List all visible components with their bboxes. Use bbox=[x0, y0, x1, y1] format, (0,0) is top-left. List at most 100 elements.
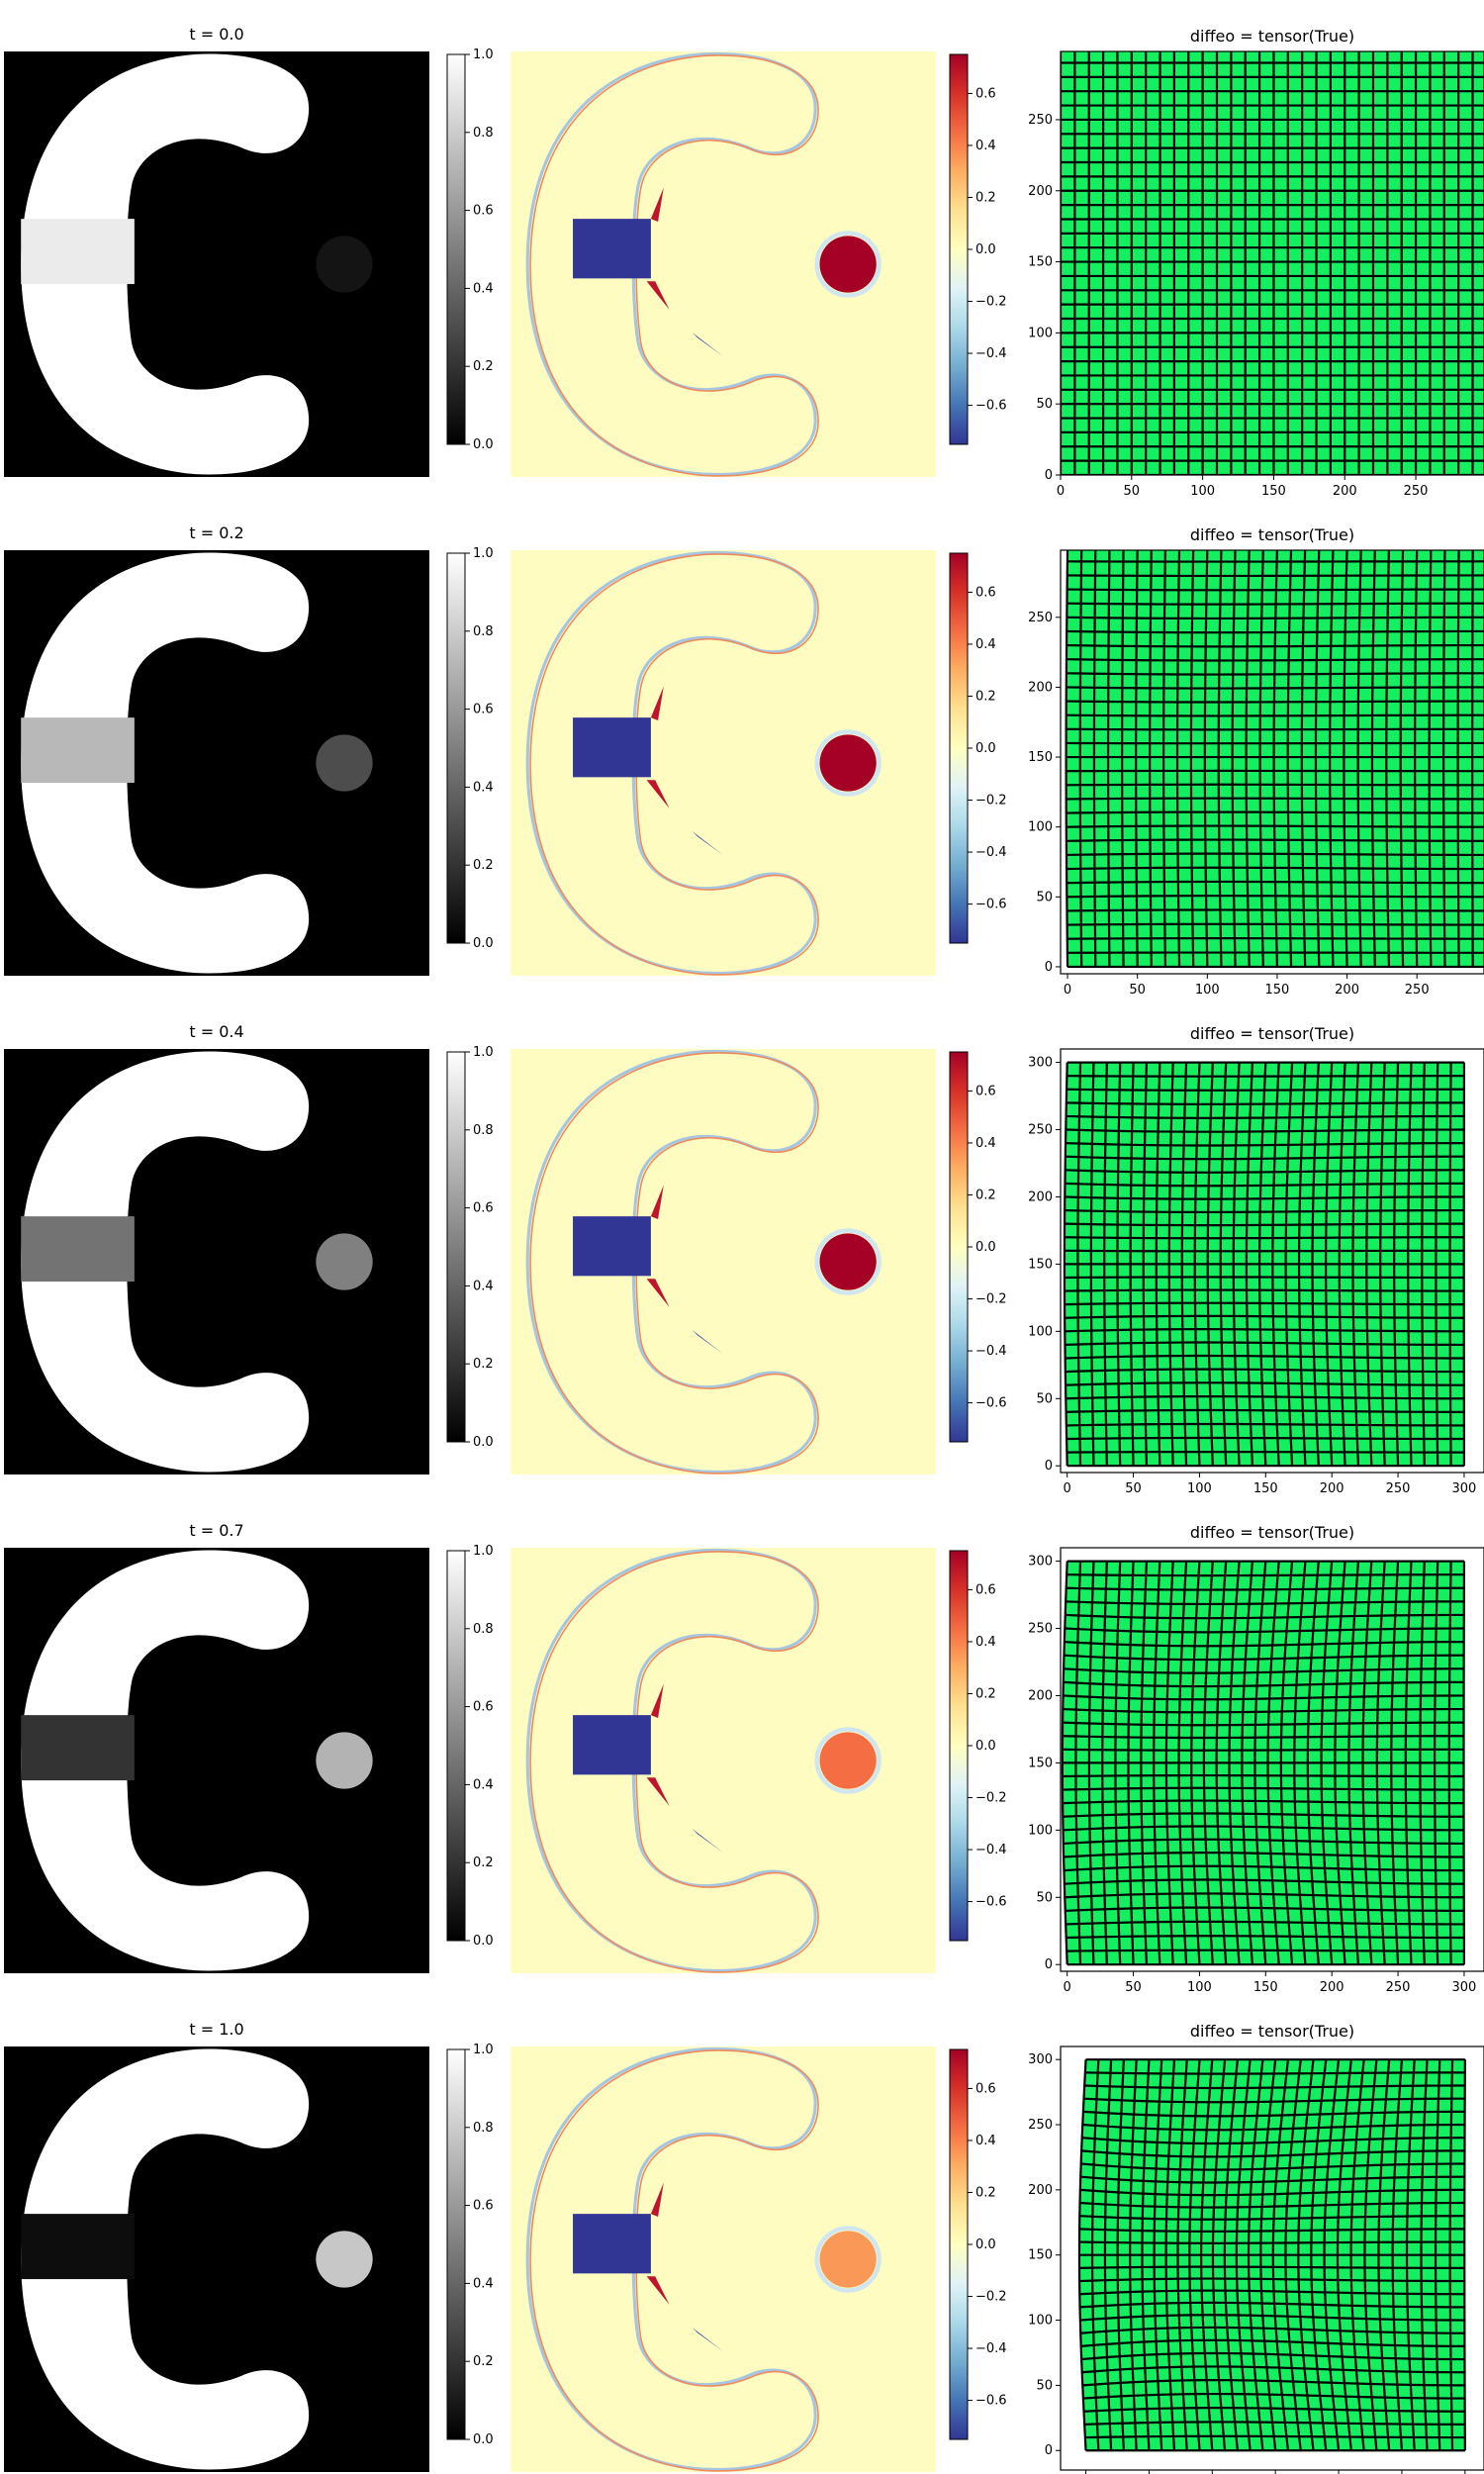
colorbar-tick-label: 0.0 bbox=[473, 437, 494, 452]
grid-line-vertical bbox=[1428, 550, 1433, 967]
colorbar-tick-label: −0.4 bbox=[975, 2341, 1007, 2356]
grid-line-vertical bbox=[1448, 1062, 1452, 1467]
grid-line-horizontal bbox=[1065, 1222, 1464, 1227]
colorbar-gray: 0.0 0.2 0.4 0.6 0.8 1.0 bbox=[446, 1544, 494, 1949]
row-title: t = 0.7 bbox=[189, 1521, 243, 1540]
colorbar-tick-label: 0.8 bbox=[473, 1622, 494, 1637]
y-tick-label: 100 bbox=[1028, 2314, 1053, 2329]
y-tick-label: 200 bbox=[1028, 1189, 1053, 1204]
colorbar-tick-label: −0.2 bbox=[975, 1791, 1007, 1806]
colorbar-tick-label: 0.2 bbox=[473, 359, 494, 374]
residual-contour-outer bbox=[525, 1049, 817, 1475]
bridge-bar bbox=[21, 1216, 135, 1283]
colorbar-gradient bbox=[949, 2048, 969, 2440]
row-title: t = 1.0 bbox=[189, 2020, 243, 2039]
axes-frame bbox=[1060, 1547, 1484, 1972]
colorbar-tick-label: −0.6 bbox=[975, 898, 1007, 912]
axes-frame bbox=[1060, 1048, 1484, 1474]
residual-contour-outer bbox=[525, 51, 817, 477]
residual-wedge-bottom bbox=[646, 281, 670, 310]
grid-line-vertical bbox=[1435, 1062, 1439, 1467]
bridge-bar bbox=[21, 717, 135, 784]
y-tick-label: 0 bbox=[1045, 468, 1053, 483]
grid-line-horizontal bbox=[1062, 1773, 1464, 1778]
residual-bar bbox=[573, 1216, 651, 1277]
grid-line-horizontal bbox=[1066, 1422, 1464, 1427]
colorbar-tick-label: 0.4 bbox=[975, 1136, 996, 1151]
row-title: t = 0.0 bbox=[189, 25, 243, 44]
bridge-bar bbox=[21, 1715, 135, 1781]
x-tick-label: 50 bbox=[1125, 1481, 1142, 1496]
grid-line-horizontal bbox=[1067, 629, 1484, 634]
disk-halo bbox=[814, 2226, 881, 2293]
figure-row: t = 0.2 0.0 0.2 0.4 0.6 0.8 1.0 0.6 0.4 0.2 0.0 −0.… bbox=[4, 523, 1484, 998]
residual-bar bbox=[573, 219, 651, 279]
residual-bar bbox=[573, 1715, 651, 1775]
colorbar-gray: 0.0 0.2 0.4 0.6 0.8 1.0 bbox=[446, 546, 494, 951]
colorbar-gradient bbox=[446, 53, 466, 445]
grid-line-vertical bbox=[1419, 1561, 1426, 1965]
grid-line-vertical bbox=[1447, 1561, 1452, 1965]
grid-line-horizontal bbox=[1067, 1573, 1464, 1577]
residual-disk bbox=[819, 236, 877, 293]
colorbar-tick-label: 0.6 bbox=[473, 204, 494, 219]
row-title: t = 0.4 bbox=[189, 1022, 243, 1041]
x-tick-label: 0 bbox=[1057, 484, 1065, 499]
y-tick-label: 100 bbox=[1028, 1324, 1053, 1339]
colorbar-residual: 0.6 0.4 0.2 0.0 −0.2 −0.4 −0.6 bbox=[949, 1051, 1007, 1443]
colorbar-tick-label: 0.8 bbox=[473, 624, 494, 639]
residual-wedge-top bbox=[650, 1683, 664, 1718]
colorbar-tick-label: 0.6 bbox=[975, 1084, 996, 1098]
residual-panel bbox=[510, 2046, 936, 2472]
colorbar-tick-label: 0.0 bbox=[975, 1240, 996, 1255]
y-tick-label: 0 bbox=[1045, 960, 1053, 975]
colorbar-tick-label: 0.4 bbox=[473, 281, 494, 296]
residual-streak bbox=[692, 1329, 723, 1355]
colorbar-tick-label: −0.4 bbox=[975, 346, 1007, 361]
residual-bar bbox=[573, 2214, 651, 2274]
grid-line-vertical bbox=[1407, 1062, 1413, 1467]
colorbar-tick-label: 0.0 bbox=[975, 242, 996, 257]
colorbar-tick-label: 1.0 bbox=[473, 1045, 494, 1060]
colorbar-tick-label: 1.0 bbox=[473, 48, 494, 62]
colorbar-tick-label: 0.0 bbox=[975, 741, 996, 756]
y-tick-label: 250 bbox=[1028, 611, 1053, 625]
x-tick-label: 50 bbox=[1125, 1980, 1142, 1995]
colorbar-tick-label: 0.2 bbox=[975, 190, 996, 205]
grid-line-horizontal bbox=[1083, 2097, 1465, 2104]
grid-title: diffeo = tensor(True) bbox=[1190, 525, 1354, 544]
colorbar-tick-label: 0.2 bbox=[473, 2354, 494, 2369]
residual-panel bbox=[510, 51, 936, 477]
grid-line-horizontal bbox=[1067, 643, 1484, 648]
image-panel bbox=[4, 2046, 429, 2472]
colorbar-tick-label: 0.6 bbox=[473, 1201, 494, 1216]
c-shape bbox=[21, 552, 310, 974]
x-tick-label: 200 bbox=[1320, 1481, 1345, 1496]
y-tick-label: 150 bbox=[1028, 1257, 1053, 1272]
y-tick-label: 50 bbox=[1036, 1391, 1053, 1406]
x-tick-label: 200 bbox=[1320, 1980, 1345, 1995]
y-tick-label: 0 bbox=[1045, 1957, 1053, 1972]
x-tick-label: 200 bbox=[1335, 983, 1359, 998]
deformation-panel: diffeo = tensor(True)0501001502002503000… bbox=[1028, 2022, 1484, 2474]
colorbar-tick-label: 0.2 bbox=[473, 1357, 494, 1372]
grid-line-vertical bbox=[1456, 550, 1460, 967]
bridge-bar bbox=[21, 219, 135, 285]
grid-line-horizontal bbox=[1066, 1586, 1464, 1591]
colorbar-residual: 0.6 0.4 0.2 0.0 −0.2 −0.4 −0.6 bbox=[949, 2048, 1007, 2440]
residual-contour-inner bbox=[529, 54, 819, 477]
colorbar-gray: 0.0 0.2 0.4 0.6 0.8 1.0 bbox=[446, 48, 494, 452]
grid-line-vertical bbox=[1463, 2059, 1466, 2451]
grid-line-horizontal bbox=[1066, 1114, 1464, 1119]
y-tick-label: 250 bbox=[1028, 113, 1053, 128]
colorbar-gradient bbox=[446, 2048, 466, 2440]
colorbar-tick-label: −0.2 bbox=[975, 295, 1007, 310]
colorbar-tick-label: 1.0 bbox=[473, 546, 494, 561]
disk bbox=[316, 2231, 373, 2288]
x-tick-label: 150 bbox=[1265, 983, 1290, 998]
grid-line-horizontal bbox=[1065, 1627, 1464, 1634]
figure-row: t = 0.0 0.0 0.2 0.4 0.6 0.8 1.0 0.6 0.4 0.2 0.0 −0.… bbox=[4, 25, 1484, 499]
